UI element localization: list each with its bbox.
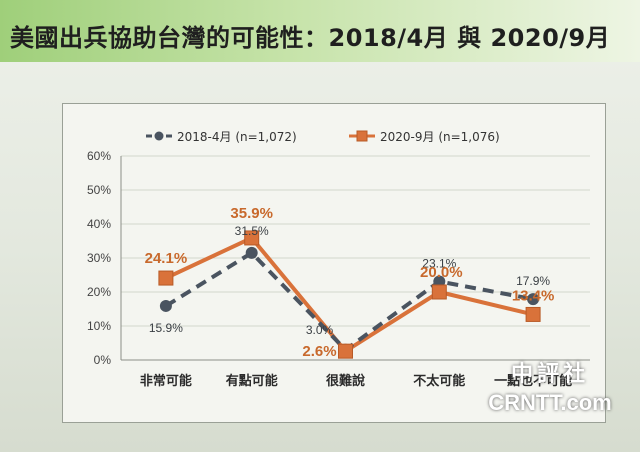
x-tick-label: 非常可能 <box>140 373 192 389</box>
slide-title: 美國出兵協助台灣的可能性：2018/4月 與 2020/9月 <box>10 24 611 52</box>
y-tick-label: 30% <box>87 251 111 265</box>
data-label-2020: 20.0% <box>420 264 463 281</box>
point-2020 <box>525 306 541 322</box>
y-tick-label: 0% <box>94 353 112 367</box>
watermark-english: CRNTT.com <box>488 390 612 415</box>
point-2018 <box>245 246 258 259</box>
legend-item-2020: 2020-9月 (n=1,076) <box>348 126 500 146</box>
legend-label-2020: 2020-9月 (n=1,076) <box>380 129 500 144</box>
title-band <box>0 0 640 62</box>
watermark-chinese: 中評社 <box>510 361 589 387</box>
series-line-2020 <box>165 235 534 354</box>
y-tick-label: 10% <box>87 319 111 333</box>
legend-swatch-2020 <box>349 130 375 142</box>
data-label-2018: 31.5% <box>235 224 269 238</box>
y-tick-label: 60% <box>87 149 111 163</box>
legend-swatch-2018 <box>146 131 172 141</box>
x-tick-label: 一點也不可能 <box>494 373 572 389</box>
data-label-2020: 2.6% <box>302 343 336 360</box>
watermark: 中評社 CRNTT.com <box>470 356 630 416</box>
point-2018 <box>527 293 540 306</box>
y-tick-label: 50% <box>87 183 111 197</box>
point-2018 <box>433 275 446 288</box>
point-2018 <box>159 299 172 312</box>
data-label-2018: 15.9% <box>149 321 183 335</box>
legend-label-2018: 2018-4月 (n=1,072) <box>177 129 297 144</box>
point-2020 <box>338 343 353 359</box>
point-2020 <box>244 230 260 246</box>
data-label-2018: 17.9% <box>516 274 550 288</box>
data-label-2020: 35.9% <box>230 205 273 222</box>
data-label-2020: 13.4% <box>512 287 555 304</box>
legend-item-2018: 2018-4月 (n=1,072) <box>145 126 297 146</box>
data-label-2018: 23.1% <box>422 256 456 270</box>
x-tick-label: 有點可能 <box>226 373 278 389</box>
y-tick-label: 40% <box>87 217 111 231</box>
x-tick-label: 不太可能 <box>413 373 465 389</box>
y-tick-label: 20% <box>87 285 111 299</box>
point-2020 <box>431 284 447 300</box>
point-2020 <box>158 270 174 286</box>
x-tick-label: 很難說 <box>326 373 365 389</box>
data-label-2020: 24.1% <box>145 250 188 267</box>
data-label-2018: 3.0% <box>306 323 334 337</box>
